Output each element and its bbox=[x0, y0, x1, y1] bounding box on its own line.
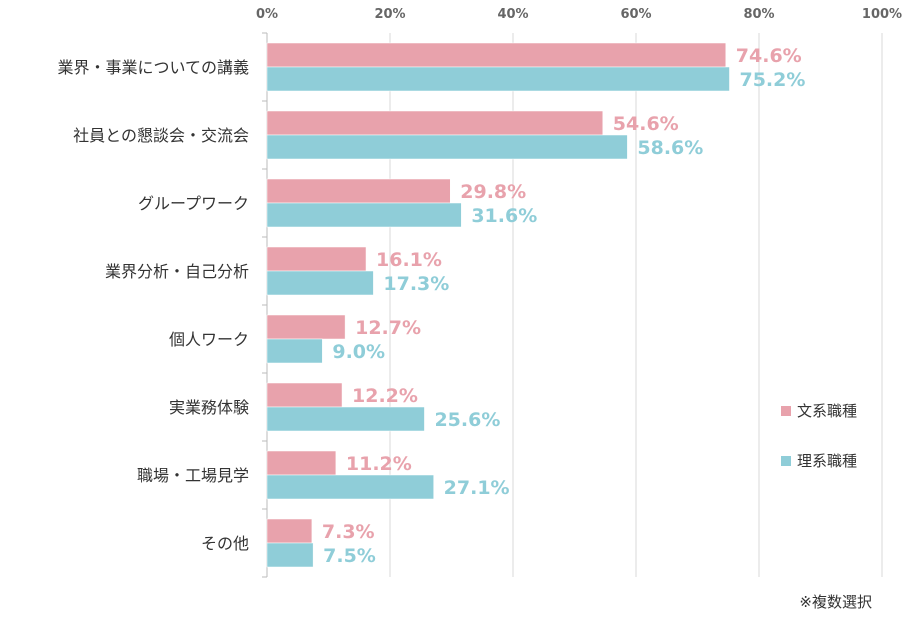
category-label: その他 bbox=[201, 534, 249, 553]
bar-rikei bbox=[266, 134, 628, 160]
note-text: ※複数選択 bbox=[799, 593, 872, 611]
category-label: グループワーク bbox=[138, 194, 249, 213]
data-label: 29.8% bbox=[460, 181, 526, 203]
category-labels: 業界・事業についての講義社員との懇談会・交流会グループワーク業界分析・自己分析個… bbox=[57, 58, 249, 553]
category-label: 職場・工場見学 bbox=[137, 466, 249, 485]
data-label: 9.0% bbox=[332, 341, 385, 363]
legend-label: 理系職種 bbox=[797, 452, 857, 470]
category-label: 個人ワーク bbox=[169, 330, 249, 349]
bar-bunkei bbox=[266, 178, 451, 204]
x-tick-label: 80% bbox=[743, 7, 774, 22]
bar-rikei bbox=[266, 66, 730, 92]
data-label: 16.1% bbox=[376, 249, 442, 271]
data-label: 11.2% bbox=[346, 453, 412, 475]
x-tick-label: 60% bbox=[620, 7, 651, 22]
bar-rikei bbox=[266, 474, 434, 500]
category-label: 社員との懇談会・交流会 bbox=[73, 126, 249, 145]
bar-bunkei bbox=[266, 314, 346, 340]
bar-bunkei bbox=[266, 450, 337, 476]
bar-rikei bbox=[266, 406, 425, 432]
bar-bunkei bbox=[266, 518, 313, 544]
bar-rikei bbox=[266, 202, 462, 228]
category-label: 業界分析・自己分析 bbox=[105, 262, 249, 281]
data-label: 27.1% bbox=[444, 477, 510, 499]
data-label: 54.6% bbox=[613, 113, 679, 135]
bar-rikei bbox=[266, 338, 323, 364]
category-label: 実業務体験 bbox=[169, 398, 249, 417]
bar-bunkei bbox=[266, 42, 727, 68]
legend-label: 文系職種 bbox=[797, 402, 857, 420]
x-tick-label: 0% bbox=[256, 7, 278, 22]
bar-bunkei bbox=[266, 246, 367, 272]
data-label: 74.6% bbox=[736, 45, 802, 67]
legend-swatch bbox=[781, 456, 791, 466]
data-label: 58.6% bbox=[637, 137, 703, 159]
x-tick-label: 20% bbox=[374, 7, 405, 22]
bar-rikei bbox=[266, 542, 314, 568]
x-tick-label: 100% bbox=[862, 7, 902, 22]
data-label: 31.6% bbox=[471, 205, 537, 227]
data-label: 7.5% bbox=[323, 545, 376, 567]
data-label: 75.2% bbox=[739, 69, 805, 91]
data-label: 12.2% bbox=[352, 385, 418, 407]
x-axis-ticks: 0% 20% 40% 60% 80% 100% bbox=[256, 7, 902, 22]
legend-swatch bbox=[781, 406, 791, 416]
category-label: 業界・事業についての講義 bbox=[57, 58, 249, 77]
bar-rikei bbox=[266, 270, 374, 296]
data-label: 12.7% bbox=[355, 317, 421, 339]
data-label: 7.3% bbox=[322, 521, 375, 543]
data-label: 17.3% bbox=[383, 273, 449, 295]
bar-bunkei bbox=[266, 110, 604, 136]
bars: 74.6%75.2% 54.6%58.6% 29.8%31.6% 16.1%17.3%… bbox=[266, 42, 805, 568]
bar-bunkei bbox=[266, 382, 343, 408]
data-label: 25.6% bbox=[434, 409, 500, 431]
x-tick-label: 40% bbox=[497, 7, 528, 22]
